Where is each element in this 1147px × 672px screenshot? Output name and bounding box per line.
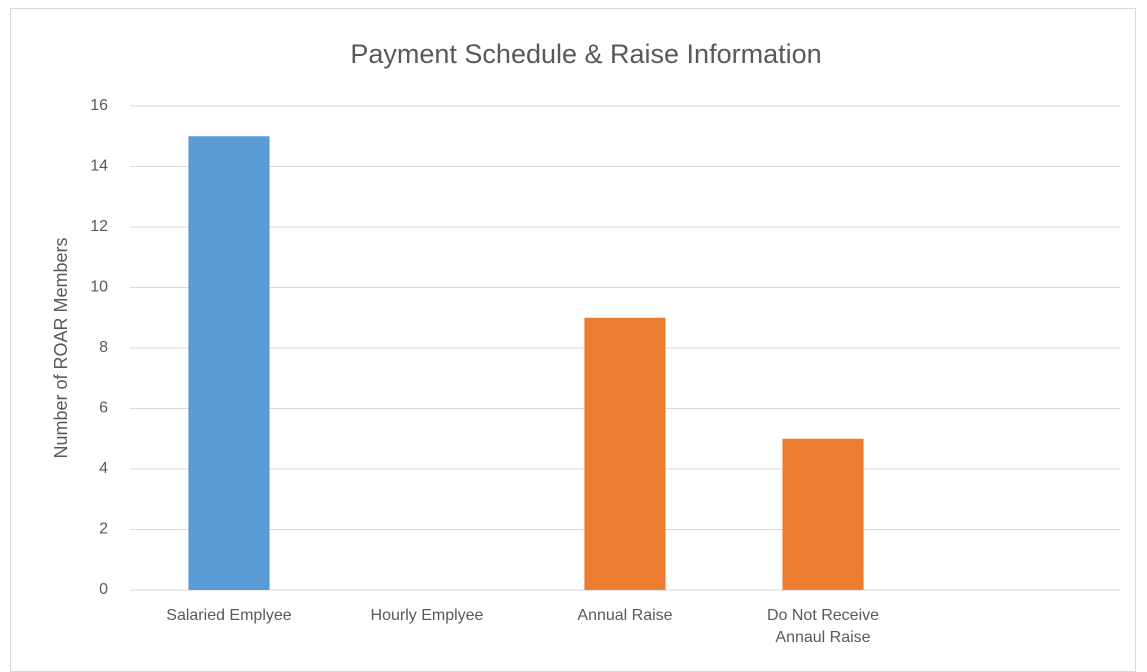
x-tick-label: Do Not Receive Annaul Raise — [766, 607, 880, 646]
y-tick-label: 6 — [99, 400, 108, 417]
y-tick-label: 0 — [99, 581, 108, 598]
bar — [584, 317, 666, 590]
y-tick-label: 16 — [90, 97, 108, 114]
x-tick-label: Annual Raise — [577, 607, 673, 624]
y-tick-label: 14 — [90, 158, 108, 175]
chart-border — [10, 8, 1136, 672]
x-tick-label-box: Salaried Emplyee — [166, 607, 292, 624]
x-tick-label-box: Annual Raise — [577, 607, 673, 624]
y-tick-label: 12 — [90, 218, 108, 235]
x-tick-label-box: Hourly Emplyee — [370, 607, 484, 624]
y-tick-label: 10 — [90, 279, 108, 296]
x-tick-label-box: Do Not Receive Annaul Raise — [766, 607, 880, 646]
y-axis-label: Number of ROAR Members — [51, 237, 71, 458]
y-tick-label: 2 — [99, 521, 108, 538]
y-tick-label: 4 — [99, 460, 108, 477]
x-tick-label: Salaried Emplyee — [166, 607, 292, 624]
bar — [782, 438, 864, 590]
x-tick-label: Hourly Emplyee — [370, 607, 484, 624]
bar — [188, 136, 270, 590]
chart-title: Payment Schedule & Raise Information — [350, 39, 821, 69]
y-tick-label: 8 — [99, 339, 108, 356]
